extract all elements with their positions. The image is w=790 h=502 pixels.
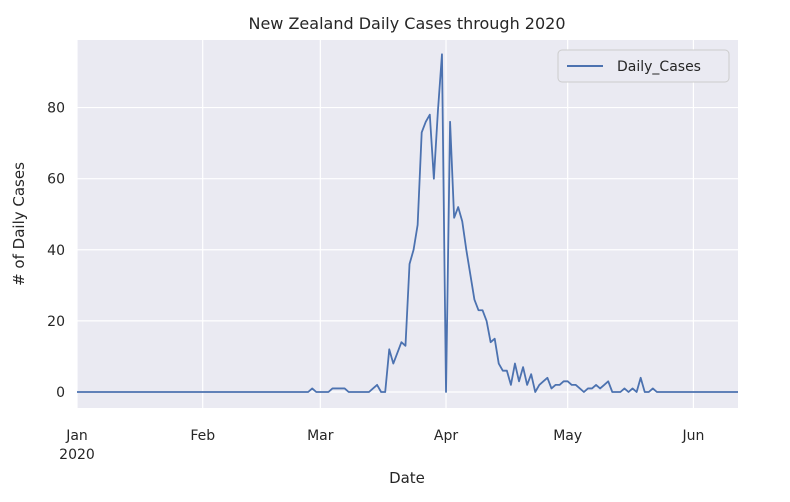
x-gridlines [76, 40, 694, 408]
y-tick-label: 20 [47, 314, 65, 330]
x-axis-label: Date [389, 469, 425, 487]
series-line-daily-cases [77, 53, 738, 393]
x-tick-label: May [553, 428, 582, 444]
x-tick-label: Jun [681, 428, 704, 444]
x-tick-labels: Jan 2020 Feb Mar Apr May Jun [59, 428, 704, 463]
legend-label: Daily_Cases [617, 59, 701, 75]
y-axis-label: # of Daily Cases [10, 162, 28, 286]
chart-title: New Zealand Daily Cases through 2020 [248, 14, 565, 33]
x-tick-label: Feb [190, 428, 215, 444]
y-tick-label: 0 [56, 385, 65, 401]
x-tick-sublabel: 2020 [59, 447, 95, 463]
legend-box [557, 49, 730, 83]
series-layer [77, 53, 738, 393]
y-tick-label: 40 [47, 243, 65, 259]
plot-background [77, 40, 738, 408]
y-tick-labels: 0 20 40 60 80 [47, 101, 65, 401]
legend: Daily_Cases [557, 49, 730, 83]
y-tick-label: 80 [47, 101, 65, 117]
x-tick-label: Jan [65, 428, 88, 444]
y-tick-label: 60 [47, 172, 65, 188]
x-tick-label: Apr [434, 428, 458, 444]
x-tick-label: Mar [307, 428, 334, 444]
